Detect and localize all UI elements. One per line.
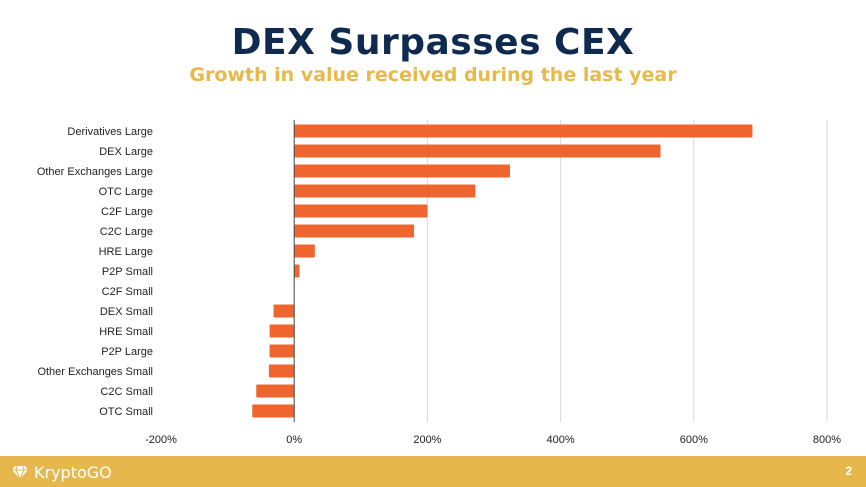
bar bbox=[269, 344, 295, 358]
bar bbox=[256, 384, 295, 398]
category-label: OTC Small bbox=[99, 406, 153, 418]
category-label: HRE Small bbox=[99, 326, 153, 338]
category-label: C2F Large bbox=[101, 206, 153, 218]
bar bbox=[294, 244, 315, 258]
bar bbox=[294, 124, 753, 138]
category-label: P2P Small bbox=[102, 266, 153, 278]
category-label: Other Exchanges Large bbox=[37, 166, 153, 178]
category-label: Other Exchanges Small bbox=[37, 366, 153, 378]
bar bbox=[294, 164, 510, 178]
bar bbox=[268, 364, 295, 378]
category-label: OTC Large bbox=[99, 186, 153, 198]
category-label: HRE Large bbox=[99, 246, 153, 258]
page-number: 2 bbox=[845, 464, 852, 478]
bar bbox=[294, 264, 300, 278]
slide-title: DEX Surpasses CEX bbox=[231, 22, 635, 63]
tick-label: 200% bbox=[413, 434, 441, 446]
bar-chart: Derivatives Large DEX Large Other Exchange… bbox=[37, 120, 841, 446]
bar bbox=[269, 324, 295, 338]
bar bbox=[294, 184, 476, 198]
category-label: P2P Large bbox=[101, 346, 153, 358]
diamond-icon bbox=[12, 465, 28, 479]
category-label: C2C Small bbox=[100, 386, 153, 398]
category-label: C2C Large bbox=[100, 226, 153, 238]
tick-label: 0% bbox=[286, 434, 302, 446]
category-label: DEX Large bbox=[99, 146, 153, 158]
kryptogo-logo: KryptoGO bbox=[12, 461, 112, 483]
slide-subtitle: Growth in value received during the last… bbox=[189, 64, 677, 86]
logo-text: KryptoGO bbox=[34, 462, 112, 482]
tick-label: 800% bbox=[813, 434, 841, 446]
bar bbox=[273, 304, 295, 318]
tick-label: -200% bbox=[145, 434, 177, 446]
bar bbox=[252, 404, 295, 418]
category-label: C2F Small bbox=[102, 286, 153, 298]
category-label: DEX Small bbox=[100, 306, 153, 318]
bar bbox=[294, 144, 661, 158]
footer-bar: KryptoGO 2 bbox=[0, 456, 866, 487]
tick-label: 600% bbox=[680, 434, 708, 446]
category-label: Derivatives Large bbox=[67, 126, 153, 138]
tick-label: 400% bbox=[547, 434, 575, 446]
bar bbox=[294, 204, 428, 218]
bar bbox=[294, 224, 415, 238]
